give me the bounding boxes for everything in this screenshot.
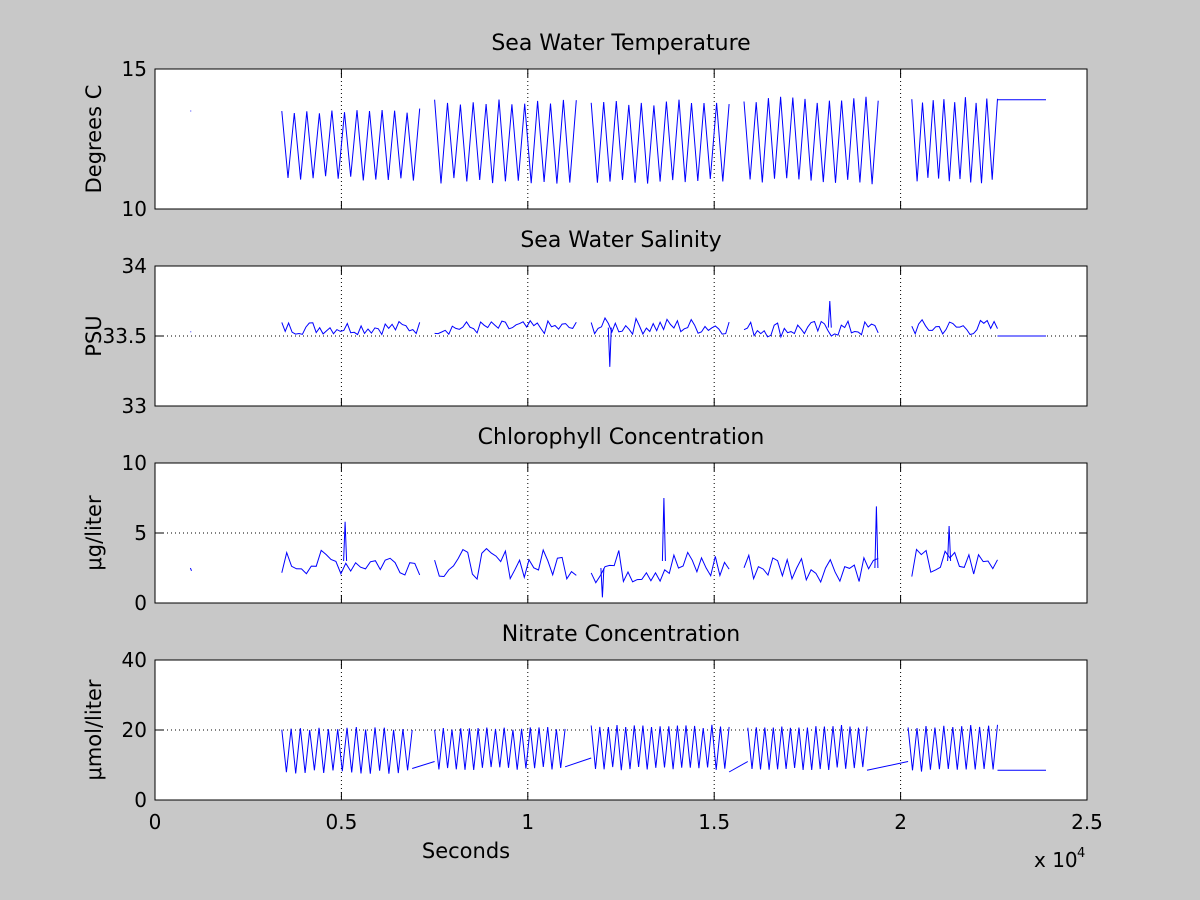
y-tick-label: 34	[122, 254, 147, 278]
series-segment-1	[189, 567, 192, 571]
series-segment-6	[911, 548, 998, 577]
series-segment-1	[281, 727, 413, 774]
subplot-1: 10 15 Sea Water Temperature Degrees C	[82, 31, 1088, 221]
series-segment-5	[743, 319, 879, 339]
y-tick-label: 0	[134, 591, 147, 615]
series-segment-3	[434, 319, 577, 336]
series-segment-10	[947, 525, 952, 562]
y-axis-label: Degrees C	[82, 85, 106, 194]
series-segment-4	[564, 757, 592, 768]
x-tick-label: 0	[149, 810, 162, 834]
x-tick-label: 1	[521, 810, 534, 834]
series-segment-4	[590, 550, 730, 584]
series-segment-9	[874, 506, 879, 569]
series-segment-3	[434, 99, 577, 184]
y-tick-label: 40	[122, 648, 147, 672]
series-segment-2	[281, 549, 421, 576]
series-segment-7	[747, 724, 868, 770]
subplot-title: Nitrate Concentration	[502, 622, 741, 647]
series-segment-9	[907, 724, 998, 772]
series-segment-2	[281, 320, 421, 336]
x-exponent-label: x 10	[1034, 848, 1078, 872]
y-tick-label: 0	[134, 788, 147, 812]
series-segment-4	[590, 316, 730, 336]
series-segment-3	[434, 547, 577, 581]
y-axis-label: PSU	[82, 315, 106, 356]
x-tick-label: 2.5	[1071, 810, 1103, 834]
x-tick-label: 0.5	[325, 810, 357, 834]
series-segment-6	[911, 318, 998, 336]
y-tick-label: 10	[122, 197, 147, 221]
subplot-2: 33 33.5 34 Sea Water Salinity PSU	[82, 228, 1088, 418]
subplot-title: Chlorophyll Concentration	[478, 425, 765, 450]
x-tick-label: 1.5	[698, 810, 730, 834]
y-tick-label: 33	[122, 394, 147, 418]
series-segment-6	[728, 761, 749, 773]
subplot-title: Sea Water Salinity	[520, 228, 721, 253]
y-tick-label: 15	[122, 57, 147, 81]
series-segment-6	[911, 97, 998, 184]
series-segment-2	[412, 761, 435, 769]
series-segment-9	[827, 300, 832, 328]
y-tick-label: 33.5	[102, 324, 147, 348]
series-segment-8	[607, 327, 612, 367]
series-segment-5	[590, 724, 730, 771]
series-segment-3	[434, 726, 566, 771]
series-segment-4	[590, 99, 730, 184]
series-segment-8	[866, 761, 909, 771]
series-segment-2	[281, 108, 421, 181]
y-tick-label: 20	[122, 718, 147, 742]
subplot-3: 0 5 10 Chlorophyll Concentration μg/liter	[82, 425, 1088, 615]
x-exponent-power: 4	[1077, 846, 1085, 861]
subplot-title: Sea Water Temperature	[491, 31, 750, 56]
x-tick-label: 2	[894, 810, 907, 834]
series-segment-5	[743, 96, 879, 185]
y-axis-label: μmol/liter	[82, 679, 106, 780]
series-segment-5	[743, 553, 879, 584]
subplot-4: 0 20 40 0 0.5 1 1.5 2 2.5 Nitrate Concentration μm…	[82, 622, 1103, 872]
y-axis-label: μg/liter	[82, 495, 106, 571]
axes-background	[155, 69, 1087, 209]
y-tick-label: 10	[122, 451, 147, 475]
y-tick-label: 5	[134, 521, 147, 545]
x-axis-label: Seconds	[422, 839, 510, 863]
series-segment-8	[661, 497, 666, 562]
axes-frame	[154, 68, 1088, 210]
series-segment-11	[600, 567, 605, 598]
series-segment-7	[343, 521, 348, 562]
